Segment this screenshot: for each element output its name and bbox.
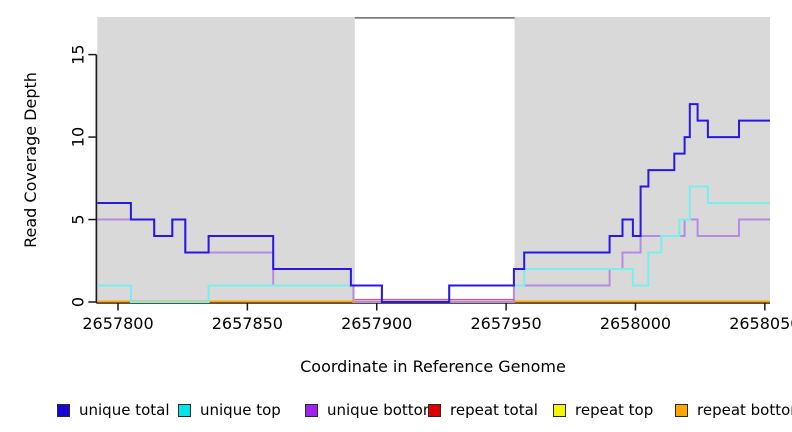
legend-item-unique-top: unique top	[178, 401, 281, 419]
unique-total-line	[97, 103, 770, 303]
y-axis-title: Read Coverage Depth	[21, 72, 40, 248]
unique-top-line	[97, 185, 770, 303]
legend-swatch-unique-total	[57, 403, 70, 417]
legend-swatch-unique-top	[178, 403, 191, 417]
legend: unique total unique top unique bottom repea…	[0, 398, 792, 428]
legend-label: unique top	[200, 401, 281, 419]
masked-region	[354, 17, 515, 302]
legend-label: repeat total	[450, 401, 538, 419]
legend-item-repeat-total: repeat total	[428, 401, 538, 419]
legend-item-repeat-top: repeat top	[553, 401, 653, 419]
x-tick-label: 2658000	[600, 314, 671, 333]
y-tick-label: 10	[68, 127, 87, 147]
y-tick-label: 15	[68, 44, 87, 64]
x-tick-label: 2657800	[82, 314, 153, 333]
legend-swatch-repeat-total	[428, 403, 441, 417]
legend-label: repeat top	[575, 401, 654, 419]
legend-swatch-repeat-top	[553, 403, 566, 417]
y-tick-label: 5	[68, 214, 87, 224]
x-tick-label: 2657850	[212, 314, 283, 333]
legend-label: unique total	[79, 401, 170, 419]
x-axis-title: Coordinate in Reference Genome	[300, 357, 566, 376]
y-tick-label: 0	[68, 297, 87, 307]
legend-label: repeat bottom	[697, 401, 792, 419]
legend-item-unique-bottom: unique bottom	[305, 401, 437, 419]
x-tick-label: 2657900	[341, 314, 412, 333]
legend-swatch-unique-bottom	[305, 403, 318, 417]
legend-item-unique-total: unique total	[57, 401, 170, 419]
x-tick-label: 2657950	[470, 314, 541, 333]
legend-swatch-repeat-bottom	[675, 403, 688, 417]
legend-item-repeat-bottom: repeat bottom	[675, 401, 792, 419]
legend-label: unique bottom	[327, 401, 438, 419]
